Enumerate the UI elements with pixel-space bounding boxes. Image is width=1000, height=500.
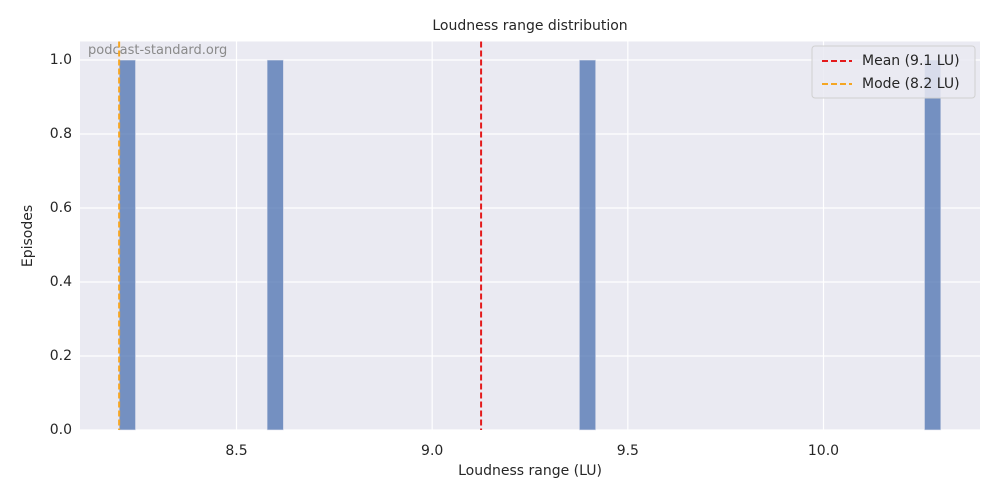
legend-label: Mode (8.2 LU) bbox=[862, 76, 960, 92]
y-tick-label: 0.4 bbox=[50, 274, 72, 290]
watermark: podcast-standard.org bbox=[88, 43, 227, 58]
y-tick-label: 0.8 bbox=[50, 126, 72, 142]
x-tick-label: 9.0 bbox=[421, 443, 443, 459]
x-tick-label: 10.0 bbox=[808, 443, 839, 459]
y-axis-label: Episodes bbox=[20, 205, 36, 267]
legend-box bbox=[811, 45, 976, 99]
x-tick-label: 8.5 bbox=[225, 443, 247, 459]
x-axis-label: Loudness range (LU) bbox=[458, 463, 602, 479]
bar bbox=[579, 59, 597, 431]
y-tick-label: 0.6 bbox=[50, 200, 72, 216]
legend-label: Mean (9.1 LU) bbox=[862, 53, 960, 69]
bar bbox=[118, 59, 136, 431]
y-tick-label: 0.2 bbox=[50, 348, 72, 364]
x-tick-label: 9.5 bbox=[617, 443, 639, 459]
y-tick-label: 1.0 bbox=[50, 52, 72, 68]
overlay: podcast-standard.org Mean (9.1 LU) Mode (8… bbox=[88, 41, 976, 430]
marks bbox=[118, 59, 942, 431]
chart-title: Loudness range distribution bbox=[432, 18, 627, 34]
plot-area bbox=[80, 41, 980, 430]
grid bbox=[80, 41, 980, 431]
bar bbox=[924, 59, 942, 431]
y-tick-label: 0.0 bbox=[50, 422, 72, 438]
bar bbox=[266, 59, 284, 431]
